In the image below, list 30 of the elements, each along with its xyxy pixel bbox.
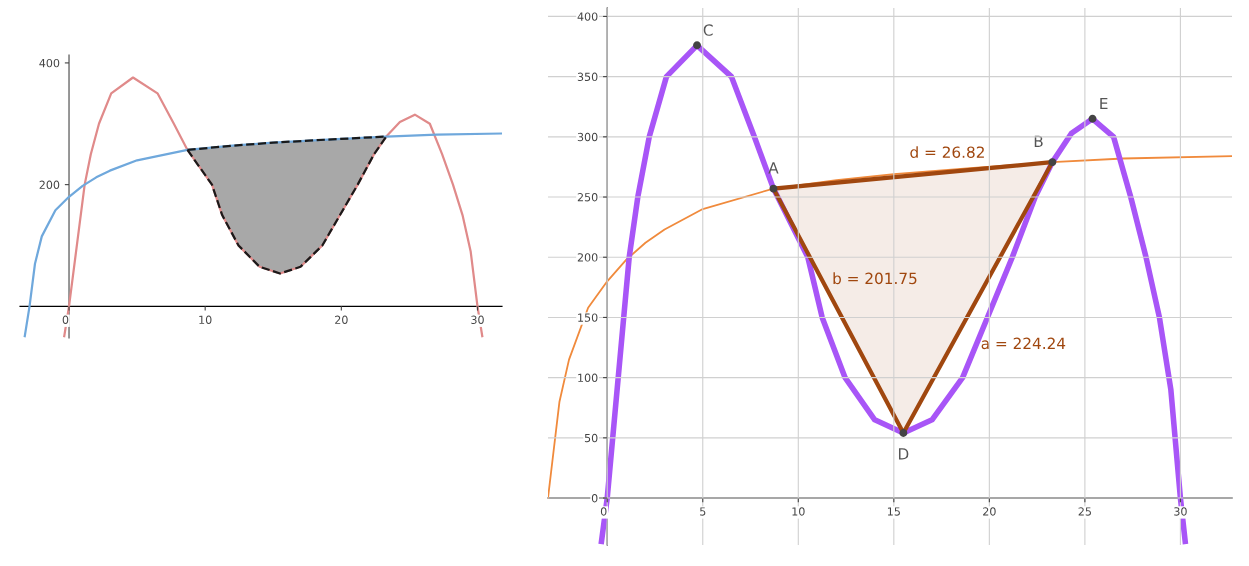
annotation: E	[1100, 97, 1108, 110]
x-tick-label: 0	[600, 507, 607, 516]
x-tick-label: 20	[983, 507, 996, 516]
annotation: B	[1034, 135, 1043, 147]
y-tick-label: 100	[578, 373, 598, 383]
x-tick-label: 25	[1078, 507, 1091, 516]
annotation: d = 26.82	[910, 146, 984, 158]
y-tick-label: 400	[39, 58, 60, 68]
annotation: a = 224.24	[981, 337, 1066, 350]
x-tick-label: 30	[471, 315, 484, 324]
x-tick-label: 30	[1174, 507, 1187, 516]
x-tick-label: 0	[62, 315, 69, 324]
y-tick-label: 300	[577, 132, 598, 142]
y-tick-label: 0	[591, 494, 598, 503]
x-tick-label: 10	[792, 507, 805, 516]
y-tick-label: 350	[577, 72, 598, 82]
annotation: D	[898, 448, 909, 460]
x-tick-label: 10	[199, 315, 212, 324]
x-tick-label: 20	[335, 315, 348, 324]
y-tick-label: 400	[577, 12, 598, 21]
y-tick-label: 200	[577, 253, 598, 262]
x-tick-label: 5	[700, 507, 706, 516]
x-tick-label: 15	[887, 507, 900, 516]
annotation: A	[768, 162, 779, 174]
y-tick-label: 250	[577, 193, 598, 202]
y-tick-label: 150	[578, 313, 598, 322]
y-tick-label: 200	[39, 180, 60, 190]
annotation: b = 201.75	[833, 272, 917, 285]
y-tick-label: 50	[584, 433, 598, 443]
annotation: C	[703, 24, 713, 36]
